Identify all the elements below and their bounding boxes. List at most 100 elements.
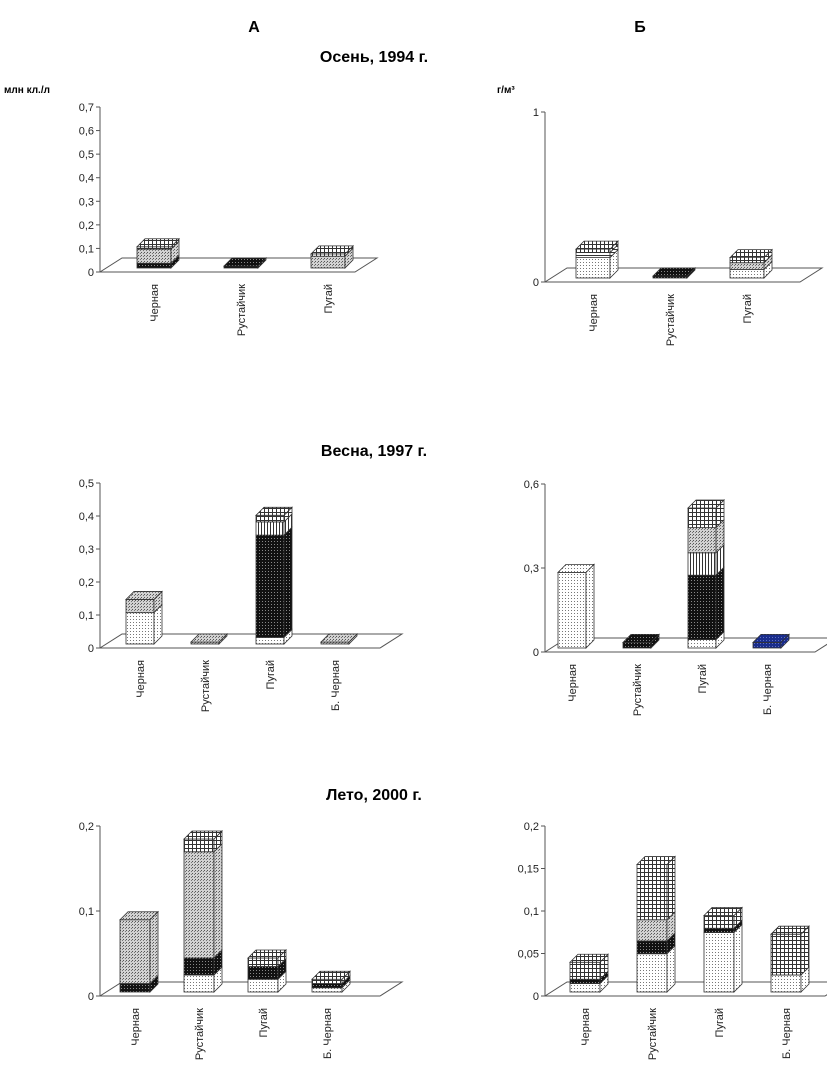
y-tick-label: 0,1 — [79, 906, 94, 918]
bar-segment — [119, 983, 151, 993]
chart-3: 0 0,1 0,2 0,3 0,4 0,5 Черная Рустайчик Пугай Б. Ч… — [79, 478, 404, 712]
y-tick-label: 0,3 — [79, 544, 94, 556]
bar-segment — [255, 521, 285, 536]
category-label: Черная — [149, 284, 161, 322]
bar-top — [770, 925, 810, 935]
bar-segment — [311, 978, 343, 984]
bar-top — [636, 856, 676, 865]
category-label: Рустайчик — [200, 660, 212, 712]
section-title-autumn-1994: Осень, 1994 г. — [320, 49, 428, 66]
chart-2: 0 1 Черная Рустайчик Пугай — [533, 107, 824, 346]
bar-segment — [729, 269, 765, 279]
bar-top — [125, 591, 163, 600]
y-tick-label: 0,2 — [79, 220, 94, 232]
bar-segment — [636, 864, 668, 921]
unit-label-biomass: г/м³ — [497, 85, 515, 96]
bar-top — [575, 240, 619, 250]
bar-segment-side — [283, 526, 293, 639]
bar-top — [652, 267, 696, 277]
bar-segment — [687, 527, 717, 554]
y-tick-label: 0 — [533, 991, 539, 1003]
category-label: Пугай — [258, 1008, 270, 1037]
y-tick-label: 0,5 — [79, 478, 94, 490]
chart-1: 0 0,1 0,2 0,3 0,4 0,5 0,6 0,7 Черная Рустайчик Пуг… — [79, 102, 379, 336]
category-label: Б. Черная — [330, 660, 342, 711]
bar-segment — [125, 599, 155, 614]
bar-segment — [119, 919, 151, 984]
chart-5: 0 0,1 0,2 Черная Рустайчик Пугай Б. Черная — [79, 821, 404, 1060]
y-tick-label: 0,1 — [79, 243, 94, 255]
bar-segment — [622, 642, 652, 649]
bar-segment — [575, 252, 611, 258]
y-tick-label: 1 — [533, 107, 539, 119]
y-tick-label: 0,6 — [524, 479, 539, 491]
bar-top — [223, 257, 267, 267]
chart-6: 0 0,05 0,1 0,15 0,2 Черная Рустайчик Пугай Б. Че… — [518, 821, 827, 1060]
bar-segment — [687, 574, 717, 641]
bar-segment — [569, 978, 601, 984]
bar-segment — [183, 838, 215, 853]
bar-segment-side — [213, 842, 223, 959]
bar-segment — [255, 534, 285, 638]
category-label: Рустайчик — [647, 1008, 659, 1060]
bar-segment — [569, 961, 601, 980]
y-tick-label: 0 — [533, 277, 539, 289]
category-label: Б. Черная — [781, 1008, 793, 1059]
bar-top — [569, 953, 609, 963]
bar-segment-side — [666, 855, 676, 921]
y-tick-label: 0 — [533, 647, 539, 659]
y-tick-label: 0,5 — [79, 149, 94, 161]
bar-segment-side — [149, 910, 159, 985]
bar-segment — [636, 940, 668, 955]
bar-segment — [703, 927, 735, 933]
bar-top — [136, 238, 180, 248]
bar-top — [752, 634, 790, 643]
bar-top — [255, 506, 293, 516]
bar-top — [190, 633, 228, 643]
bar-segment — [752, 642, 782, 649]
bar-segment — [311, 983, 343, 989]
bar-top — [703, 907, 743, 916]
category-label: Черная — [588, 294, 600, 332]
category-label: Пугай — [742, 294, 754, 323]
y-tick-label: 0,4 — [79, 511, 94, 523]
bar-segment — [575, 257, 611, 279]
bar-segment — [703, 915, 735, 929]
bar-top — [557, 564, 595, 573]
bar-segment — [703, 932, 735, 993]
bar-segment — [247, 966, 279, 980]
bar-top — [622, 634, 660, 643]
chart-4: 0 0,3 0,6 Черная Рустайчик Пугай Б. Черная — [524, 479, 827, 716]
bar-segment — [310, 255, 346, 269]
bar-segment — [255, 637, 285, 645]
category-label: Черная — [580, 1008, 592, 1046]
section-title-summer-2000: Лето, 2000 г. — [326, 787, 422, 804]
category-label: Черная — [130, 1008, 142, 1046]
bar-segment — [183, 851, 215, 959]
bar-segment-side — [585, 563, 595, 649]
bar-segment — [687, 507, 717, 529]
y-tick-label: 0,05 — [518, 949, 539, 961]
bar-segment — [687, 552, 717, 576]
category-label: Рустайчик — [236, 284, 248, 336]
y-tick-label: 0,1 — [524, 906, 539, 918]
category-label: Пугай — [323, 284, 335, 313]
y-tick-label: 0 — [88, 991, 94, 1003]
category-label: Б. Черная — [322, 1008, 334, 1059]
y-tick-label: 0 — [88, 267, 94, 279]
category-label: Черная — [135, 660, 147, 698]
y-tick-label: 0,3 — [79, 196, 94, 208]
y-tick-label: 0,7 — [79, 102, 94, 114]
bar-segment — [311, 987, 343, 993]
bar-segment — [557, 572, 587, 649]
y-tick-label: 0,1 — [79, 610, 94, 622]
category-label: Б. Черная — [762, 664, 774, 715]
category-label: Рустайчик — [194, 1008, 206, 1060]
bar-segment — [125, 612, 155, 645]
bar-top — [687, 499, 725, 509]
y-tick-label: 0 — [88, 643, 94, 655]
bar-segment — [575, 248, 611, 253]
charts-area: 0 0,1 0,2 0,3 0,4 0,5 0,6 0,7 Черная Рустайчик Пуг… — [79, 102, 827, 1060]
bar-segment — [729, 262, 765, 270]
